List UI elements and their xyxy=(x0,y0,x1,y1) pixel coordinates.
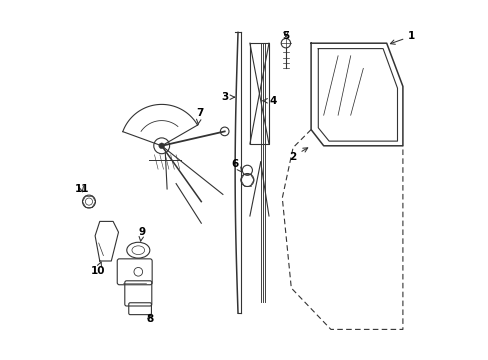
Text: 1: 1 xyxy=(389,31,415,44)
Text: 5: 5 xyxy=(282,31,289,41)
Text: 11: 11 xyxy=(74,184,89,194)
Circle shape xyxy=(159,143,164,149)
Text: 8: 8 xyxy=(146,314,153,324)
Text: 10: 10 xyxy=(90,262,104,276)
Text: 2: 2 xyxy=(289,148,307,162)
Text: 3: 3 xyxy=(221,92,234,102)
Text: 4: 4 xyxy=(263,96,276,106)
Text: 7: 7 xyxy=(195,108,203,124)
Text: 9: 9 xyxy=(138,227,145,241)
Text: 6: 6 xyxy=(231,159,241,172)
